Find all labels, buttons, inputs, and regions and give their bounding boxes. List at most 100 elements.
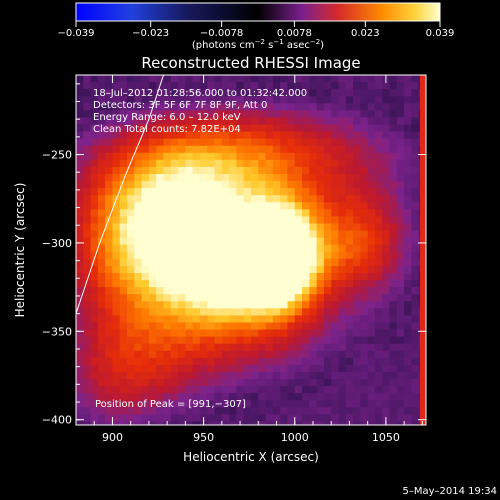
heatmap-cell (404, 407, 413, 415)
footer-date: 5–May–2014 19:34 (403, 486, 497, 497)
heatmap-cell (345, 89, 354, 97)
heatmap-cell (170, 223, 179, 232)
heatmap-cell (221, 251, 230, 260)
x-tick-label: 900 (102, 431, 123, 444)
heatmap-cell (156, 265, 165, 274)
heatmap-cell (83, 96, 92, 104)
heatmap-cell (119, 336, 128, 345)
heatmap-cell (331, 159, 340, 168)
heatmap-cell (112, 329, 121, 338)
heatmap-cell (156, 181, 165, 189)
heatmap-cell (148, 308, 157, 317)
heatmap-cell (148, 371, 157, 380)
heatmap-cell (76, 159, 84, 168)
heatmap-cell (251, 421, 259, 425)
heatmap-cell (207, 329, 216, 338)
heatmap-cell (265, 371, 274, 380)
heatmap-cell (76, 166, 84, 175)
heatmap-cell (411, 350, 420, 359)
heatmap-cell (119, 202, 128, 210)
heatmap-cell (148, 350, 157, 359)
heatmap-cell (134, 117, 143, 126)
heatmap-cell (229, 145, 238, 154)
heatmap-cell (258, 421, 267, 425)
heatmap-cell (404, 287, 413, 295)
heatmap-cell (97, 407, 106, 415)
heatmap-cell (214, 272, 223, 281)
heatmap-cell (119, 315, 128, 324)
heatmap-cell (221, 131, 230, 140)
heatmap-cell (207, 202, 216, 210)
heatmap-cell (389, 371, 398, 380)
heatmap-cell (309, 322, 318, 331)
heatmap-cell (119, 364, 128, 373)
heatmap-cell (302, 421, 310, 425)
heatmap-cell (134, 251, 143, 260)
heatmap-cell (251, 322, 259, 331)
heatmap-cell (353, 173, 361, 182)
heatmap-cell (119, 421, 128, 425)
heatmap-cell (338, 265, 347, 274)
heatmap-cell (272, 110, 281, 119)
heatmap-cell (192, 166, 201, 175)
heatmap-cell (236, 400, 245, 408)
heatmap-cell (83, 195, 92, 203)
heatmap-cell (302, 138, 310, 147)
heatmap-cell (302, 131, 310, 140)
heatmap-cell (338, 202, 347, 210)
heatmap-cell (287, 188, 296, 196)
heatmap-cell (294, 315, 303, 324)
heatmap-cell (353, 294, 361, 302)
heatmap-cell (134, 357, 143, 366)
heatmap-cell (316, 393, 325, 401)
heatmap-cell (251, 244, 259, 253)
heatmap-cell (404, 336, 413, 345)
heatmap-cell (112, 386, 121, 394)
heatmap-cell (331, 152, 340, 161)
heatmap-cell (214, 230, 223, 239)
heatmap-cell (251, 223, 259, 232)
heatmap-cell (389, 357, 398, 366)
heatmap-cell (302, 202, 310, 210)
heatmap-cell (302, 82, 310, 90)
heatmap-cell (309, 166, 318, 175)
heatmap-cell (396, 287, 405, 295)
heatmap-cell (170, 145, 179, 154)
heatmap-cell (411, 371, 420, 380)
heatmap-edge-strip (420, 75, 426, 425)
heatmap-cell (374, 237, 383, 246)
heatmap-cell (338, 400, 347, 408)
heatmap-cell (148, 364, 157, 373)
heatmap-cell (83, 152, 92, 161)
heatmap-cell (199, 223, 208, 232)
heatmap-cell (411, 280, 420, 288)
heatmap-cell (192, 244, 201, 253)
heatmap-cell (112, 294, 121, 302)
y-tick-label: −250 (42, 149, 72, 162)
heatmap-cell (404, 195, 413, 203)
heatmap-cell (251, 216, 259, 225)
heatmap-cell (316, 343, 325, 352)
heatmap-cell (323, 110, 332, 119)
heatmap-cell (141, 237, 150, 246)
heatmap-cell (112, 138, 121, 147)
heatmap-cell (396, 357, 405, 366)
heatmap-cell (360, 414, 369, 423)
heatmap-cell (178, 223, 186, 232)
heatmap-cell (360, 230, 369, 239)
heatmap-cell (156, 244, 165, 253)
heatmap-cell (243, 336, 252, 345)
heatmap-cell (280, 124, 289, 133)
heatmap-cell (287, 379, 296, 387)
heatmap-cell (141, 258, 150, 267)
heatmap-cell (229, 152, 238, 161)
heatmap-cell (207, 336, 216, 345)
heatmap-cell (360, 82, 369, 90)
heatmap-cell (316, 75, 325, 83)
heatmap-cell (119, 407, 128, 415)
heatmap-cell (374, 209, 383, 218)
heatmap-cell (294, 138, 303, 147)
heatmap-cell (185, 244, 194, 253)
heatmap-cell (338, 251, 347, 260)
heatmap-cell (316, 103, 325, 111)
